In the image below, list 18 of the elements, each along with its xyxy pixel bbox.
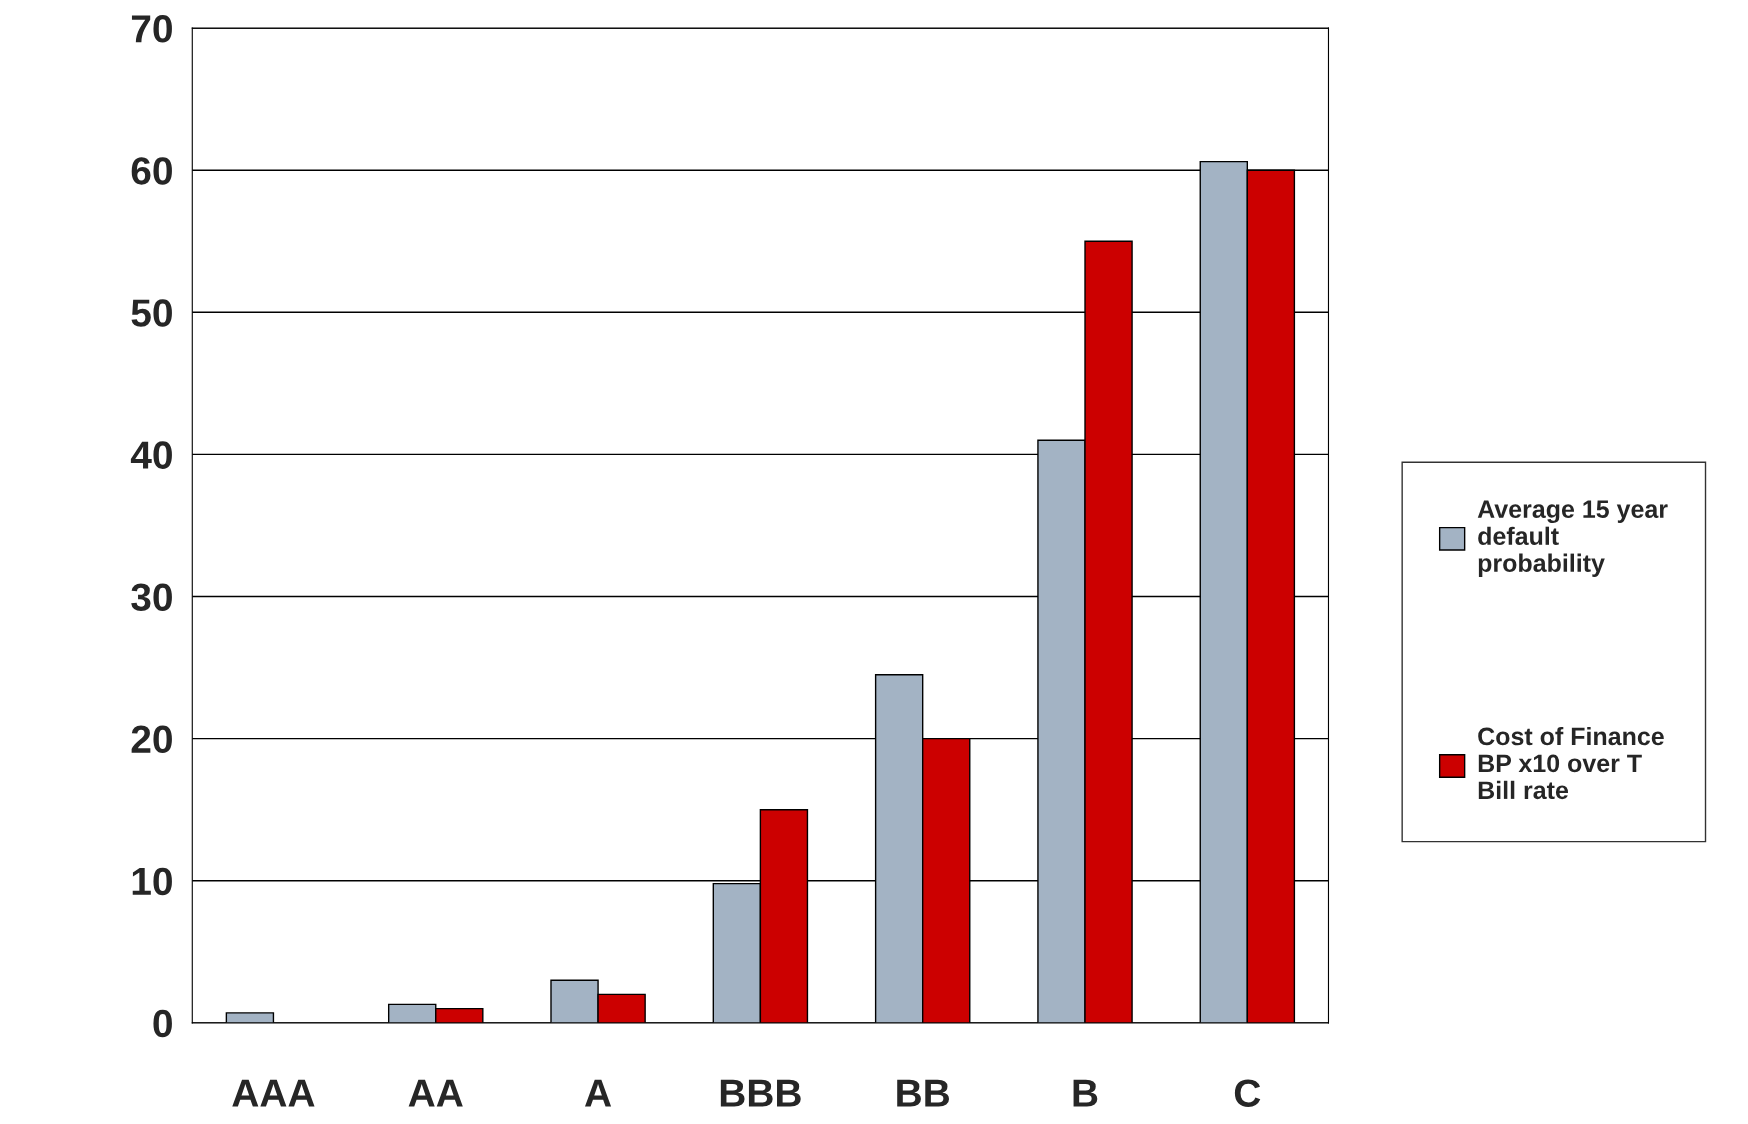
y-tick-label: 50 — [131, 299, 172, 327]
legend-label: Cost of Finance BP x10 over T Bill rate — [1478, 726, 1664, 800]
bar — [225, 1012, 275, 1023]
y-tick-label: 30 — [131, 583, 172, 612]
x-tick-label: BBB — [720, 1079, 801, 1107]
y-tick-label: 10 — [132, 867, 172, 896]
x-tick-label: BB — [897, 1079, 950, 1107]
x-tick-label: AA — [408, 1079, 463, 1107]
x-tick-label: C — [1234, 1079, 1261, 1107]
y-tick-label: 60 — [131, 157, 172, 185]
y-tick-label: 70 — [131, 15, 172, 43]
y-tick-label: 20 — [131, 725, 172, 754]
x-tick-label: B — [1073, 1079, 1098, 1107]
y-tick-label: 40 — [130, 441, 172, 469]
x-tick-label: AAA — [232, 1079, 315, 1107]
y-tick-label: 0 — [153, 1009, 172, 1038]
legend-label: Average 15 year default probability — [1477, 500, 1668, 577]
x-tick-label: A — [584, 1079, 612, 1107]
